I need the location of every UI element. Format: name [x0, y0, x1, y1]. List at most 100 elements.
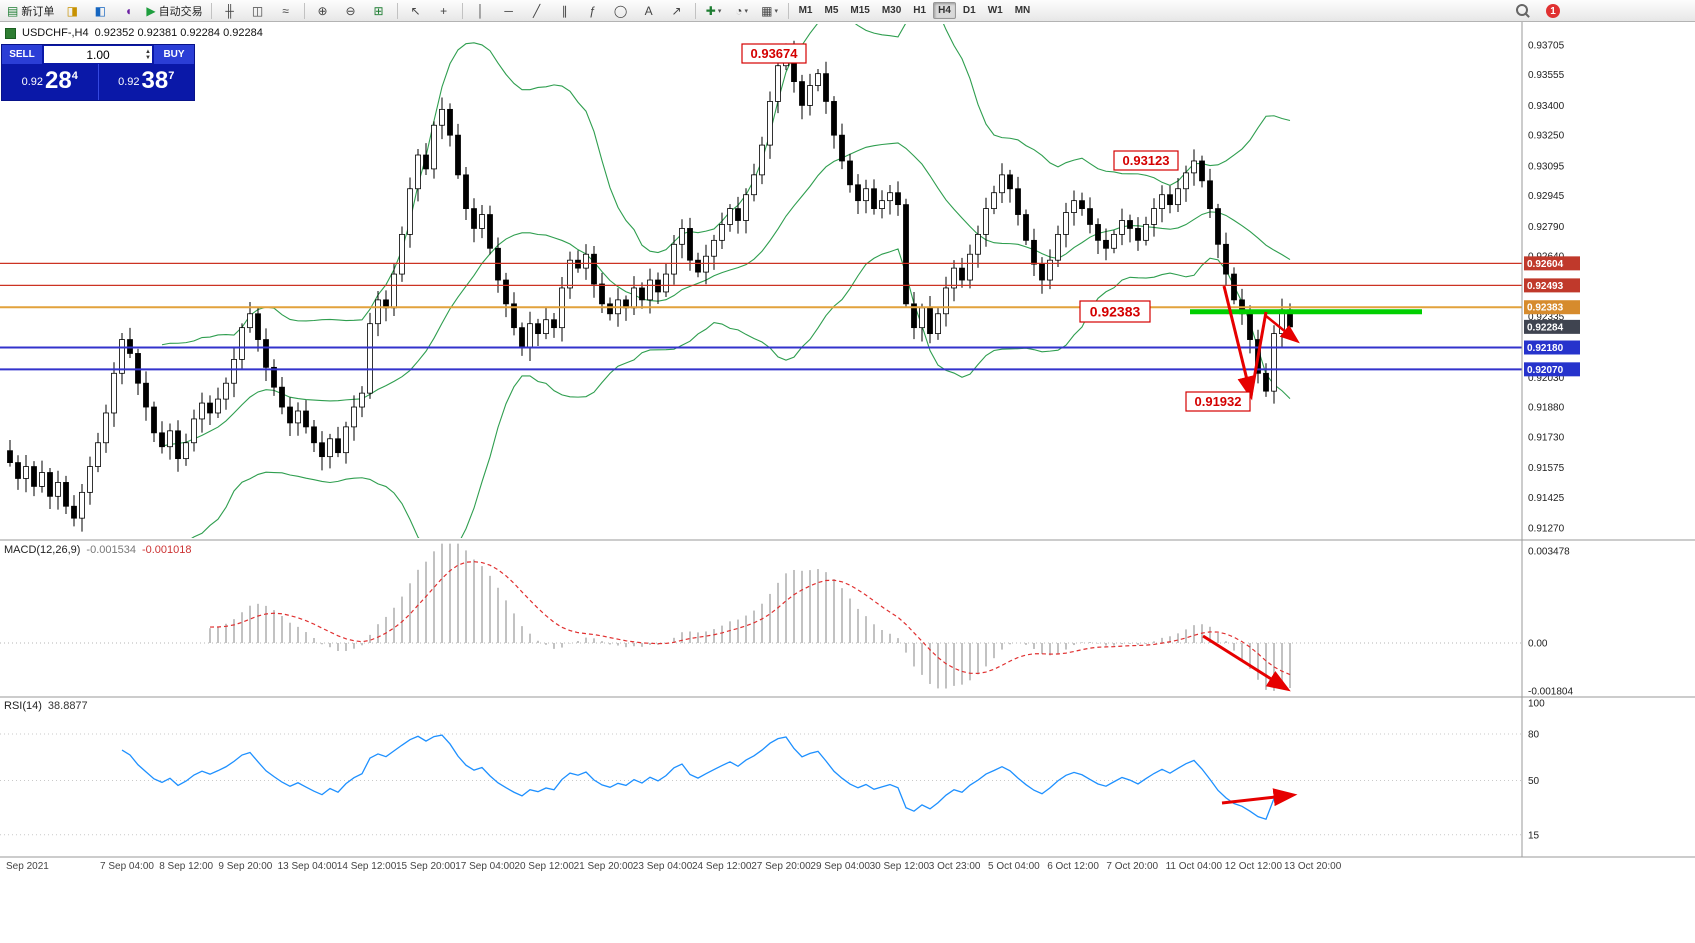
horizontal-line-icon[interactable]: ─: [495, 1, 523, 21]
price-annotation-box[interactable]: [1113, 150, 1179, 171]
svg-text:0.93095: 0.93095: [1528, 161, 1565, 172]
svg-text:0.003478: 0.003478: [1528, 547, 1570, 558]
svg-text:3 Oct 23:00: 3 Oct 23:00: [929, 861, 981, 872]
sell-price-small: 0.92: [21, 76, 44, 88]
timeframe-mn-button[interactable]: MN: [1014, 5, 1031, 16]
red-arrow[interactable]: [1222, 285, 1256, 401]
macd-name: MACD(12,26,9): [4, 544, 81, 556]
auto-trading-button[interactable]: ▶ 自动交易: [142, 1, 206, 21]
price-annotation-box[interactable]: [1185, 391, 1251, 412]
templates-icon: ▦: [761, 3, 773, 18]
auto-trading-button: ▶: [146, 3, 156, 18]
zoom-out-icon: ⊖: [345, 3, 356, 18]
candlestick-chart-type-icon: ◫: [251, 3, 264, 18]
text-icon[interactable]: A: [635, 1, 663, 21]
timeframe-h1-button[interactable]: H1: [913, 5, 927, 16]
red-arrow[interactable]: [1221, 788, 1298, 807]
periods-icon[interactable]: ◔ ▾: [728, 1, 756, 21]
rsi-value: 38.8877: [47, 700, 88, 712]
red-arrow[interactable]: [1202, 634, 1291, 692]
svg-text:0.93250: 0.93250: [1528, 131, 1565, 142]
timeframe-h4-button[interactable]: H4: [933, 2, 956, 19]
rsi-panel: [0, 733, 1522, 836]
templates-icon[interactable]: ▦ ▾: [756, 1, 784, 21]
fibonacci-icon: ƒ: [589, 3, 596, 18]
timeframe-m30-button[interactable]: M30: [881, 5, 902, 16]
timeframe-w1-button[interactable]: W1: [987, 5, 1003, 16]
vertical-line-icon[interactable]: │: [467, 1, 495, 21]
magnifier-glyph: [1516, 4, 1530, 18]
sell-price[interactable]: 0.92 28 4: [2, 64, 98, 100]
tile-windows-icon[interactable]: ⊞: [365, 1, 393, 21]
profile-icon[interactable]: ◧: [86, 1, 114, 21]
timeframe-m15-button[interactable]: M15: [850, 5, 870, 16]
line-chart-type-icon[interactable]: ≈: [272, 1, 300, 21]
bar-chart-type-icon: ╫: [225, 3, 234, 18]
buy-button[interactable]: BUY: [154, 45, 194, 64]
svg-text:0.91575: 0.91575: [1528, 463, 1565, 474]
horizontal-lines-layer[interactable]: [0, 262, 1522, 371]
new-order-button[interactable]: ▤ 新订单: [3, 1, 58, 21]
channel-icon[interactable]: ∥: [551, 1, 579, 21]
bollinger-bands-layer: [161, 24, 1291, 538]
timeframe-d1-button[interactable]: D1: [962, 5, 976, 16]
price-annotation-box[interactable]: [1079, 300, 1151, 323]
buy-price[interactable]: 0.92 38 7: [97, 64, 195, 100]
toolbar-separator: [461, 2, 463, 19]
notification-badge[interactable]: 1: [1546, 4, 1560, 18]
svg-text:30 Sep 12:00: 30 Sep 12:00: [870, 861, 930, 872]
svg-text:20 Sep 12:00: 20 Sep 12:00: [514, 861, 574, 872]
svg-text:-0.001804: -0.001804: [1528, 687, 1573, 698]
buy-price-big: 38: [141, 67, 169, 94]
trendline-icon[interactable]: ╱: [523, 1, 551, 21]
crosshair-icon: +: [440, 3, 448, 18]
line-chart-type-icon: ≈: [282, 3, 289, 18]
macd-main-value: -0.001534: [86, 544, 136, 556]
candlestick-chart-type-icon[interactable]: ◫: [244, 1, 272, 21]
svg-text:0.91880: 0.91880: [1528, 403, 1565, 414]
lot-size-input[interactable]: [44, 46, 152, 63]
arrow-tool-icon[interactable]: ↗: [663, 1, 691, 21]
price-annotation-box[interactable]: [741, 43, 807, 64]
svg-text:0.00: 0.00: [1528, 639, 1548, 650]
spinner-up-icon[interactable]: ▲: [145, 48, 151, 55]
zoom-in-icon[interactable]: ⊕: [309, 1, 337, 21]
annotations-layer[interactable]: 0.93674 0.93123 0.92383 0.91932: [741, 43, 1300, 807]
shapes-icon[interactable]: ◯: [607, 1, 635, 21]
svg-text:11 Oct 04:00: 11 Oct 04:00: [1166, 861, 1223, 872]
zoom-out-icon[interactable]: ⊖: [337, 1, 365, 21]
svg-text:13 Sep 04:00: 13 Sep 04:00: [278, 861, 338, 872]
toolbar-separator: [787, 2, 789, 19]
red-arrow[interactable]: [1249, 311, 1268, 397]
svg-text:0.91425: 0.91425: [1528, 493, 1565, 504]
cursor-icon[interactable]: ↖: [402, 1, 430, 21]
svg-text:Sep 2021: Sep 2021: [6, 861, 49, 872]
fibonacci-icon[interactable]: ƒ: [579, 1, 607, 21]
bar-chart-type-icon[interactable]: ╫: [216, 1, 244, 21]
svg-text:0.92604: 0.92604: [1527, 259, 1564, 270]
svg-text:29 Sep 04:00: 29 Sep 04:00: [810, 861, 870, 872]
macd-panel: [0, 543, 1522, 691]
support-icon[interactable]: ◖: [114, 1, 142, 21]
chart-window-icon[interactable]: ◨: [58, 1, 86, 21]
lot-spinner[interactable]: ▲ ▼: [145, 46, 151, 63]
svg-text:15: 15: [1528, 830, 1540, 841]
svg-text:0.92493: 0.92493: [1527, 281, 1564, 292]
timeframe-m5-button[interactable]: M5: [824, 5, 839, 16]
spinner-down-icon[interactable]: ▼: [145, 54, 151, 61]
svg-text:0.93705: 0.93705: [1528, 40, 1565, 51]
search-icon[interactable]: [1516, 4, 1530, 18]
timeframe-m1-button[interactable]: M1: [798, 5, 813, 16]
zoom-in-icon: ⊕: [317, 3, 328, 18]
symbol-period: USDCHF-,H4: [22, 27, 89, 39]
caret-down-icon: ▾: [744, 7, 748, 15]
svg-text:21 Sep 20:00: 21 Sep 20:00: [574, 861, 634, 872]
indicators-icon[interactable]: ✚ ▾: [700, 1, 728, 21]
crosshair-icon[interactable]: +: [430, 1, 458, 21]
red-arrow[interactable]: [1265, 315, 1300, 344]
svg-text:14 Sep 12:00: 14 Sep 12:00: [337, 861, 397, 872]
one-click-trading-panel: SELL ▲▼ BUY 0.92 28 4 0.92 38 7: [1, 44, 195, 101]
sell-button[interactable]: SELL: [2, 45, 42, 64]
